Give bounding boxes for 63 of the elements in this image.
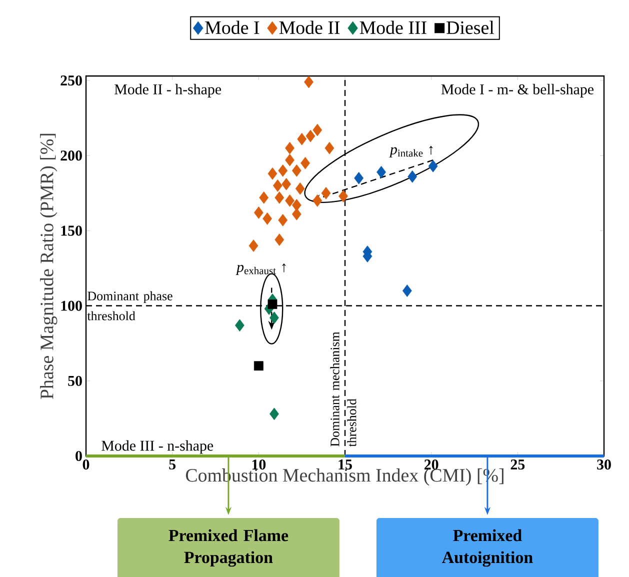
ref-line-label: Dominant mechanism threshold <box>330 332 356 447</box>
x-tick-label: 20 <box>424 460 438 470</box>
point <box>248 240 258 252</box>
point <box>304 76 314 88</box>
point <box>274 233 284 246</box>
point <box>270 312 279 324</box>
point <box>428 160 438 172</box>
x-tick-label: 30 <box>597 460 611 470</box>
point <box>278 214 288 226</box>
y-tick-label: 200 <box>60 150 82 161</box>
legend-label: Mode II <box>279 20 340 34</box>
annotation: Mode III - n-shape <box>102 440 214 454</box>
y-axis-title: Phase Magnitude Ratio (PMR) [%] <box>40 134 58 399</box>
point <box>354 172 364 184</box>
point <box>321 186 331 200</box>
annotation: p$_{exhaust}$ ↑ <box>236 263 286 276</box>
point <box>268 300 278 309</box>
point <box>274 191 284 204</box>
point <box>254 206 264 219</box>
y-tick-label: 250 <box>60 75 82 86</box>
point <box>402 284 412 297</box>
text: Premixed Autoignition <box>442 529 533 567</box>
point <box>285 194 294 207</box>
point <box>282 178 291 190</box>
point <box>259 191 269 204</box>
point <box>268 167 278 180</box>
point <box>292 198 302 212</box>
x-tick-label: 15 <box>338 460 352 470</box>
point <box>278 164 288 177</box>
y-tick-label: 100 <box>61 300 82 311</box>
x-tick-label: 25 <box>510 460 525 470</box>
point <box>254 361 264 371</box>
point <box>300 156 310 170</box>
x-tick-label: 10 <box>252 460 266 470</box>
annotation: Mode I - m- & bell-shape <box>441 84 594 98</box>
point <box>297 132 307 146</box>
ref-line-label: Dominant phase threshold <box>87 291 172 320</box>
point <box>262 212 272 225</box>
legend-label: Mode III <box>360 20 426 34</box>
x-tick-label: 5 <box>169 460 176 470</box>
text: Premixed Flame Propagation <box>168 529 288 567</box>
point <box>338 190 348 202</box>
point <box>292 164 302 177</box>
point <box>376 166 386 178</box>
annotation: p$_{intake}$ ↑ <box>389 146 433 158</box>
point <box>312 124 322 136</box>
point <box>270 408 279 420</box>
y-tick-label: 50 <box>68 376 82 386</box>
point <box>285 142 294 154</box>
legend-label: Mode I <box>205 20 260 34</box>
legend-label: Diesel <box>446 20 494 34</box>
point <box>295 182 305 195</box>
x-tick-label: 0 <box>82 460 90 470</box>
point <box>408 170 418 183</box>
point <box>312 194 322 207</box>
point <box>306 130 316 142</box>
point <box>285 154 294 166</box>
point <box>234 319 244 332</box>
y-tick-label: 150 <box>61 226 82 236</box>
point <box>272 179 282 192</box>
annotation: Mode II - h-shape <box>114 84 222 98</box>
y-tick-label: 0 <box>76 450 82 462</box>
point <box>324 142 334 154</box>
